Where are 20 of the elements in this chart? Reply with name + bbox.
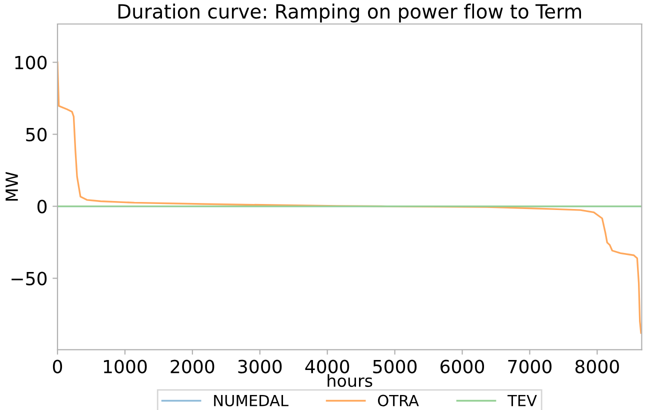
- x-tick-label: 3000: [238, 360, 282, 374]
- x-tick-label: 2000: [170, 360, 214, 374]
- x-axis-title: hours: [328, 374, 372, 388]
- x-tick-label: 4000: [305, 360, 350, 374]
- legend-label: OTRA: [378, 394, 419, 406]
- x-tick-label: 6000: [440, 360, 484, 374]
- chart-title: Duration curve: Ramping on power flow to Term: [118, 4, 582, 22]
- legend-label: TEV: [508, 394, 537, 406]
- y-tick-label: 100: [15, 56, 47, 70]
- x-tick-label: 7000: [508, 360, 552, 374]
- x-tick-label: 8000: [575, 360, 619, 374]
- x-tick-label: 0: [52, 360, 62, 374]
- line-series: [58, 61, 642, 334]
- y-tick-label: 0: [37, 200, 47, 214]
- legend-label: NUMEDAL: [214, 394, 288, 406]
- x-tick-label: 1000: [104, 360, 147, 374]
- y-tick-label: −50: [12, 272, 47, 286]
- x-tick-label: 5000: [373, 360, 417, 374]
- y-tick-label: 50: [26, 128, 47, 142]
- y-axis-title: MW: [6, 172, 18, 201]
